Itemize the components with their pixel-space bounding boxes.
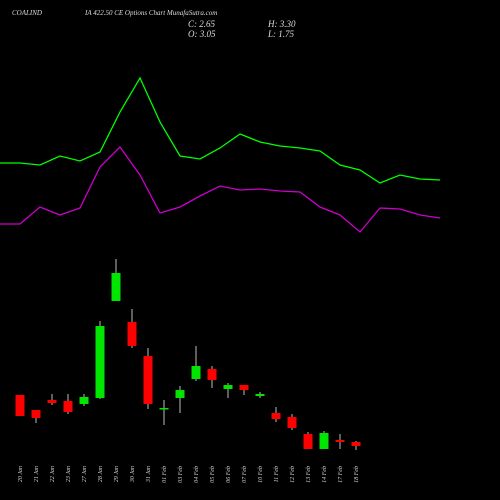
candle-body <box>351 442 361 446</box>
x-tick-label: 29 Jan <box>114 466 120 482</box>
x-tick-label: 07 Feb <box>242 466 248 483</box>
candle-body <box>95 326 105 398</box>
x-tick-label: 13 Feb <box>306 466 312 483</box>
candle-body <box>127 322 137 346</box>
x-tick-label: 03 Feb <box>178 466 184 483</box>
title-part: IA 422.50 CE Options Chart MunafaSutra.c… <box>84 9 217 17</box>
x-tick-label: 10 Feb <box>258 466 264 483</box>
candle-body <box>175 390 185 398</box>
x-tick-label: 14 Feb <box>321 466 328 483</box>
candle-body <box>335 440 345 442</box>
x-tick-label: 18 Feb <box>354 466 360 483</box>
x-tick-label: 05 Feb <box>210 466 216 483</box>
candle-body <box>143 356 153 404</box>
candle-body <box>79 397 89 404</box>
x-tick-label: 28 Jan <box>98 466 104 482</box>
x-tick-label: 23 Jan <box>66 466 72 482</box>
candle-body <box>255 394 265 396</box>
candle-body <box>239 385 249 390</box>
x-tick-label: 21 Jan <box>34 466 40 482</box>
overlay-line <box>0 145 441 233</box>
candle-body <box>207 369 217 380</box>
x-tick-label: 31 Jan <box>146 466 152 483</box>
stat-high: H: 3.30 <box>267 19 296 29</box>
x-tick-label: 06 Feb <box>226 466 232 483</box>
candle-body <box>111 273 121 301</box>
candle-body <box>223 385 233 389</box>
x-tick-label: 30 Jan <box>130 466 136 483</box>
candle-body <box>287 417 297 428</box>
candle-body <box>15 395 25 416</box>
candle-body <box>47 400 57 403</box>
candle-body <box>31 410 41 418</box>
x-tick-label: 01 Feb <box>162 466 168 483</box>
x-tick-label: 12 Feb <box>290 466 296 483</box>
overlay-line <box>0 76 441 184</box>
candle-body <box>271 413 281 419</box>
stat-low: L: 1.75 <box>267 29 295 39</box>
x-tick-label: 22 Jan <box>50 466 56 482</box>
candle-body <box>319 433 329 449</box>
stat-close: C: 2.65 <box>188 19 216 29</box>
title-part: COALIND <box>12 9 42 17</box>
x-tick-label: 04 Feb <box>193 466 200 483</box>
stat-open: O: 3.05 <box>188 29 216 39</box>
candle-body <box>159 408 169 410</box>
candle-body <box>63 401 73 412</box>
candle-body <box>303 434 313 449</box>
x-tick-label: 20 Jan <box>18 466 24 482</box>
x-tick-label: 17 Feb <box>338 466 344 483</box>
x-tick-label: 27 Jan <box>82 466 88 482</box>
x-tick-label: 11 Feb <box>274 466 280 482</box>
candle-body <box>191 366 201 379</box>
